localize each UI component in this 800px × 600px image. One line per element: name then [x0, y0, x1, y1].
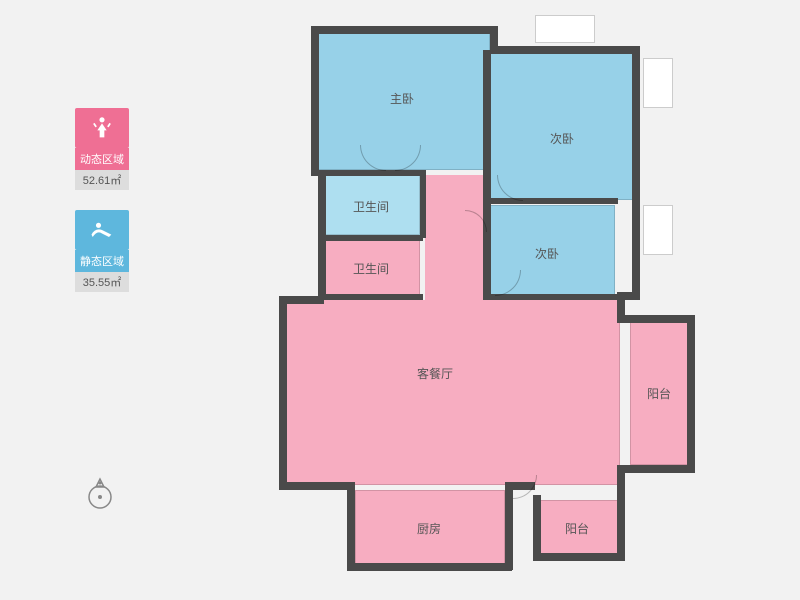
- wall: [632, 46, 640, 300]
- floorplan: 主卧 次卧 卫生间 次卧 卫生间 客餐厅 阳台 厨房 阳台: [265, 20, 705, 580]
- static-icon: [75, 210, 129, 250]
- wall: [617, 315, 695, 323]
- wall: [483, 50, 491, 175]
- wall: [617, 465, 695, 473]
- wall: [318, 235, 423, 241]
- room-balcony-bottom: [540, 500, 620, 555]
- wall: [533, 553, 625, 561]
- wall: [505, 482, 513, 570]
- dynamic-icon: [75, 108, 129, 148]
- wall: [279, 482, 353, 490]
- outer-block: [643, 58, 673, 108]
- legend-dynamic-label: 动态区域: [75, 148, 129, 170]
- wall: [490, 46, 640, 54]
- legend-static-value: 35.55㎡: [75, 272, 129, 292]
- wall: [687, 315, 695, 470]
- wall: [483, 198, 618, 204]
- wall: [318, 294, 423, 300]
- legend-dynamic: 动态区域 52.61㎡: [75, 108, 129, 190]
- legend-dynamic-value: 52.61㎡: [75, 170, 129, 190]
- wall: [347, 563, 512, 571]
- wall: [483, 170, 491, 300]
- wall: [347, 482, 355, 570]
- outer-block: [643, 205, 673, 255]
- wall: [483, 294, 623, 300]
- wall: [279, 296, 287, 490]
- wall: [533, 495, 541, 560]
- legend: 动态区域 52.61㎡ 静态区域 35.55㎡: [75, 108, 129, 312]
- room-living-up: [425, 175, 485, 303]
- room-balcony-right: [630, 320, 690, 465]
- wall: [420, 170, 426, 238]
- wall: [311, 26, 319, 176]
- room-living: [285, 300, 620, 485]
- wall: [318, 170, 423, 176]
- wall: [617, 465, 625, 560]
- wall: [311, 26, 495, 34]
- legend-static-label: 静态区域: [75, 250, 129, 272]
- compass-icon: [82, 475, 118, 511]
- outer-block: [535, 15, 595, 43]
- room-bathroom-top: [325, 175, 420, 235]
- room-kitchen: [355, 490, 505, 565]
- room-bathroom-bottom: [325, 240, 420, 295]
- legend-static: 静态区域 35.55㎡: [75, 210, 129, 292]
